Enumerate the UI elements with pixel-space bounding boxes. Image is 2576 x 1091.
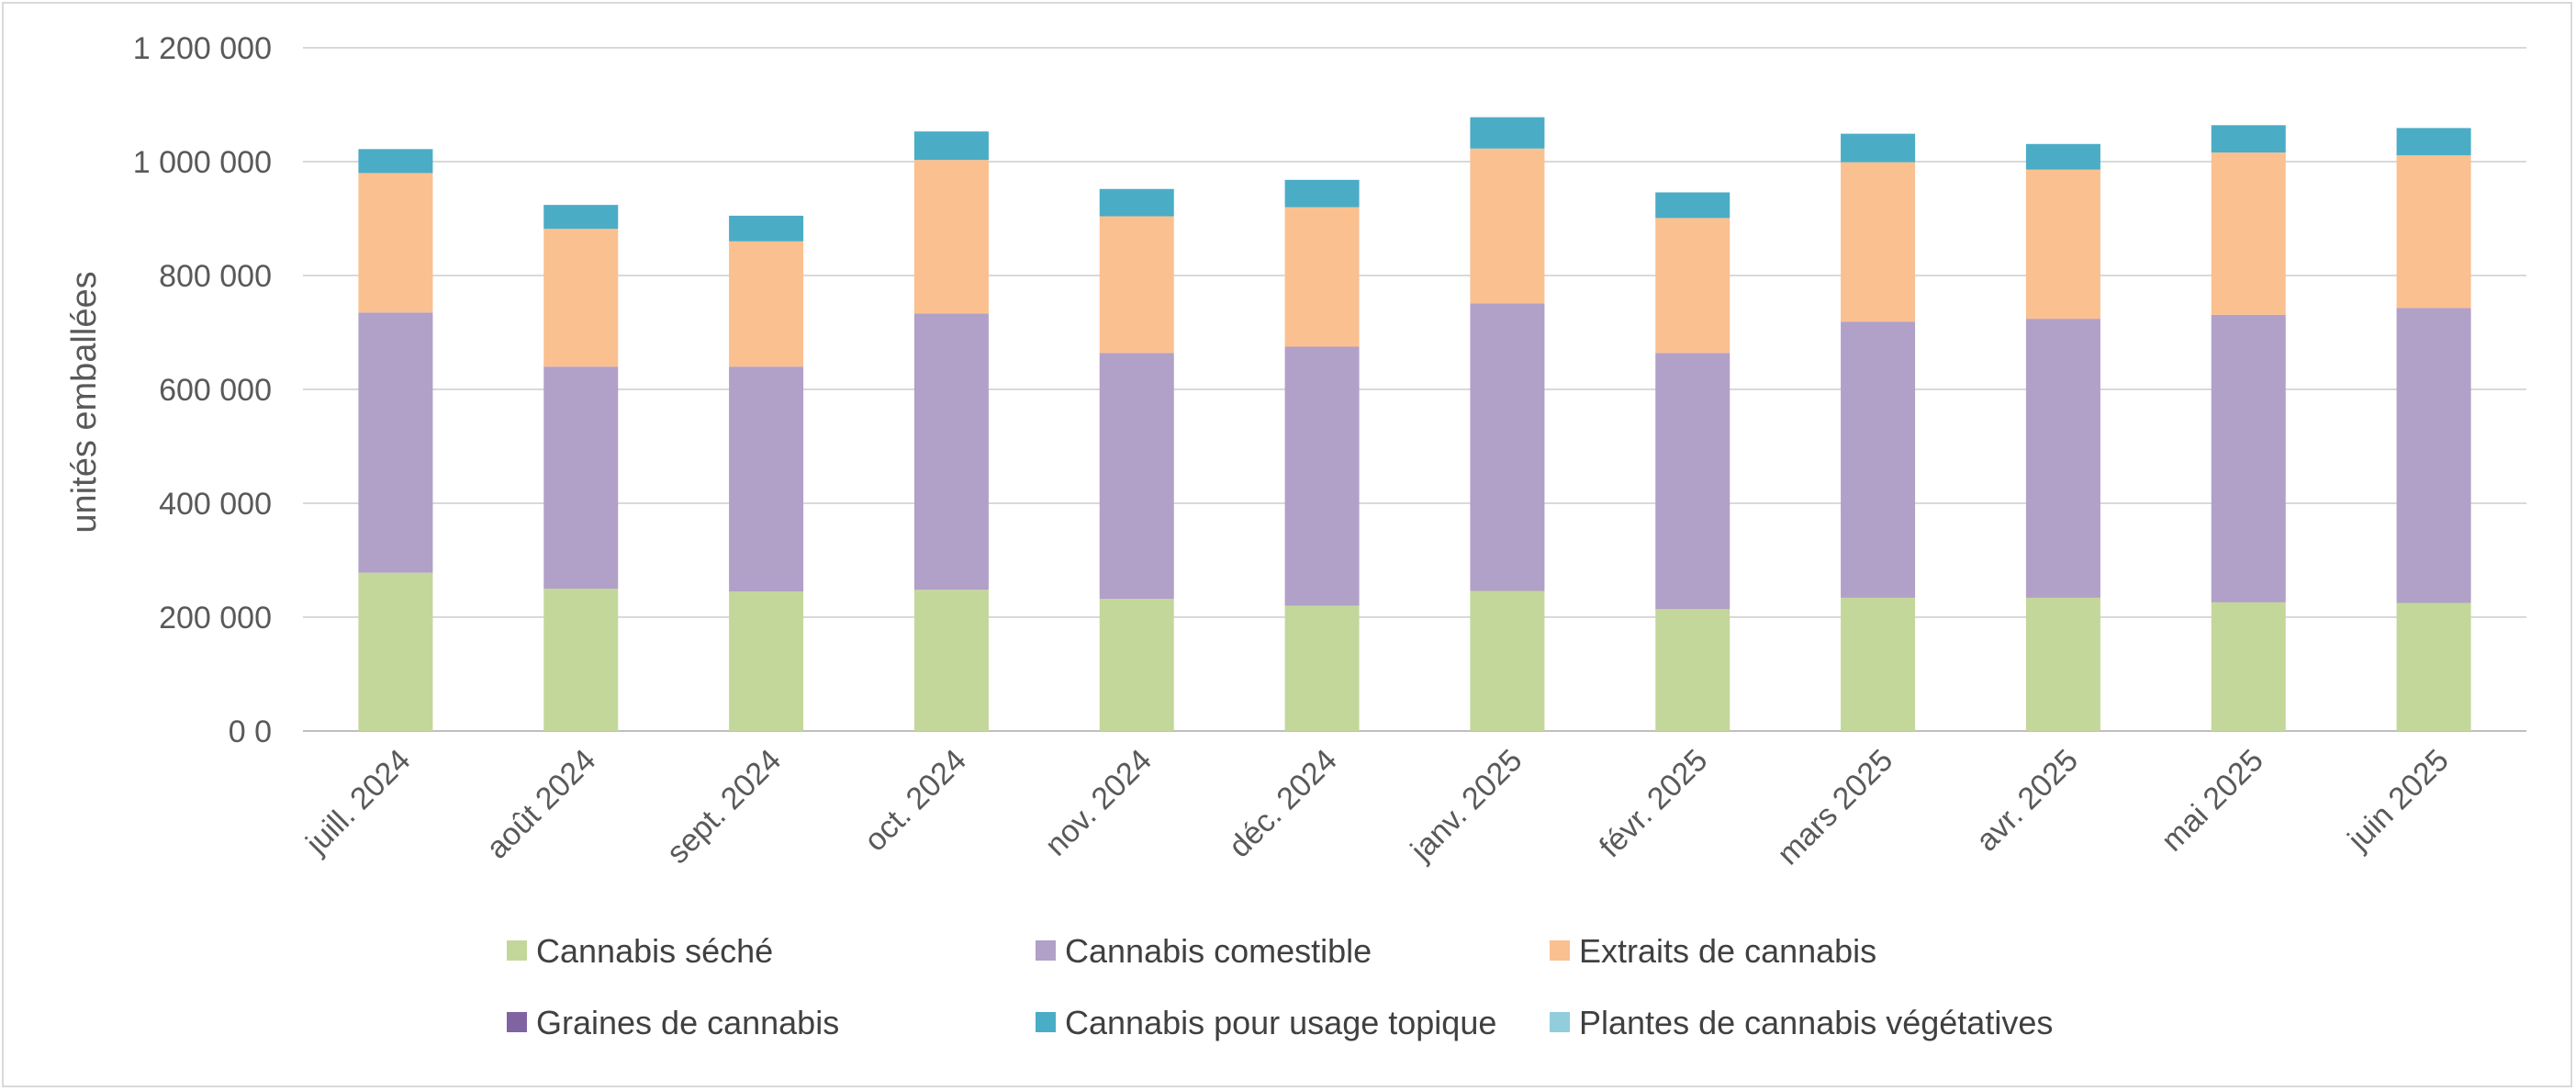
y-tick-label: 1 000 000 <box>133 145 272 180</box>
x-tick-label: avr. 2025 <box>1969 743 2085 859</box>
bar-segment <box>1655 218 1730 354</box>
bar-segment <box>358 173 433 313</box>
x-tick-label: janv. 2025 <box>1404 743 1529 869</box>
bar-segment <box>358 149 433 174</box>
bar-segment <box>1099 216 1174 354</box>
x-tick-label: déc. 2024 <box>1222 743 1343 864</box>
bar-segment <box>2396 128 2471 156</box>
legend-swatch <box>507 1012 527 1032</box>
bar-segment <box>2025 169 2100 320</box>
bar-segment <box>2025 597 2100 731</box>
y-tick-label: 600 000 <box>159 373 272 408</box>
x-tick-label: juin 2025 <box>2341 743 2456 858</box>
bar-segment <box>729 366 804 592</box>
bar-segment <box>2211 314 2286 602</box>
bar-segment <box>1841 321 1916 598</box>
legend-swatch <box>507 940 527 961</box>
bar-segment <box>358 572 433 731</box>
y-axis-ticks: 0 0 200 000 400 000 600 000 800 000 1 000 000… <box>133 31 272 749</box>
bar-segment <box>1284 605 1360 731</box>
bar-segment <box>1470 148 1545 304</box>
y-tick-label: 200 000 <box>159 601 272 635</box>
legend-swatch <box>1550 940 1570 961</box>
bar-segment <box>1841 162 1916 322</box>
bar-segment <box>543 366 619 589</box>
bar-segment <box>1284 179 1360 208</box>
legend-label: Graines de cannabis <box>536 1004 839 1041</box>
legend: Cannabis séché Cannabis comestible Extrait… <box>507 932 2053 1041</box>
bar-segment <box>729 215 804 242</box>
x-tick-label: sept. 2024 <box>660 743 788 871</box>
bar-segment <box>1470 590 1545 731</box>
bar-segment <box>2211 602 2286 731</box>
bar-segment <box>1099 599 1174 731</box>
bar-segment <box>1655 353 1730 610</box>
x-tick-label: oct. 2024 <box>857 743 973 859</box>
y-tick-label: 0 0 <box>229 714 272 749</box>
x-tick-label: nov. 2024 <box>1038 743 1159 863</box>
bar-segment <box>2396 308 2471 603</box>
bar-segment <box>2396 155 2471 309</box>
bar-segment <box>543 229 619 367</box>
legend-swatch <box>1550 1012 1570 1032</box>
bar-segment <box>1841 597 1916 731</box>
bar-segment <box>2211 125 2286 153</box>
bar-segment <box>1655 192 1730 219</box>
bar-segment <box>1284 346 1360 606</box>
x-tick-label: mars 2025 <box>1771 743 1899 872</box>
bar-segment <box>1470 117 1545 149</box>
y-tick-label: 400 000 <box>159 487 272 522</box>
bar-segment <box>913 313 989 590</box>
legend-swatch <box>1036 1012 1056 1032</box>
legend-label: Cannabis pour usage topique <box>1065 1004 1496 1041</box>
bar-segment <box>1470 303 1545 591</box>
bar-segment <box>913 160 989 314</box>
bar-segment <box>2025 143 2100 170</box>
x-tick-label: mai 2025 <box>2155 743 2270 859</box>
legend-label: Plantes de cannabis végétatives <box>1579 1004 2053 1041</box>
bar-segment <box>543 205 619 230</box>
y-axis-title: unités emballées <box>65 271 104 533</box>
bars <box>358 117 2471 731</box>
gridlines <box>303 47 2526 732</box>
bar-segment <box>729 591 804 731</box>
bar-segment <box>913 590 989 731</box>
legend-swatch <box>1036 940 1056 961</box>
x-tick-label: août 2024 <box>480 743 603 866</box>
bar-segment <box>1841 133 1916 163</box>
bar-segment <box>2025 319 2100 598</box>
bar-segment <box>543 589 619 731</box>
y-tick-label: 1 200 000 <box>133 31 272 66</box>
x-tick-label: juill. 2024 <box>298 743 417 861</box>
bar-segment <box>1655 609 1730 731</box>
bar-segment <box>729 241 804 367</box>
bar-segment <box>913 131 989 161</box>
y-tick-label: 800 000 <box>159 259 272 294</box>
bar-segment <box>2396 602 2471 731</box>
legend-label: Cannabis séché <box>536 932 773 970</box>
bar-segment <box>1284 207 1360 347</box>
x-axis-ticks: juill. 2024 août 2024 sept. 2024 oct. 2024 n… <box>298 743 2455 872</box>
x-tick-label: févr. 2025 <box>1593 743 1714 864</box>
bar-segment <box>2211 152 2286 315</box>
bar-segment <box>1099 188 1174 217</box>
bar-segment <box>358 312 433 573</box>
legend-label: Extraits de cannabis <box>1579 932 1876 970</box>
legend-label: Cannabis comestible <box>1065 932 1372 970</box>
bar-segment <box>1099 353 1174 600</box>
